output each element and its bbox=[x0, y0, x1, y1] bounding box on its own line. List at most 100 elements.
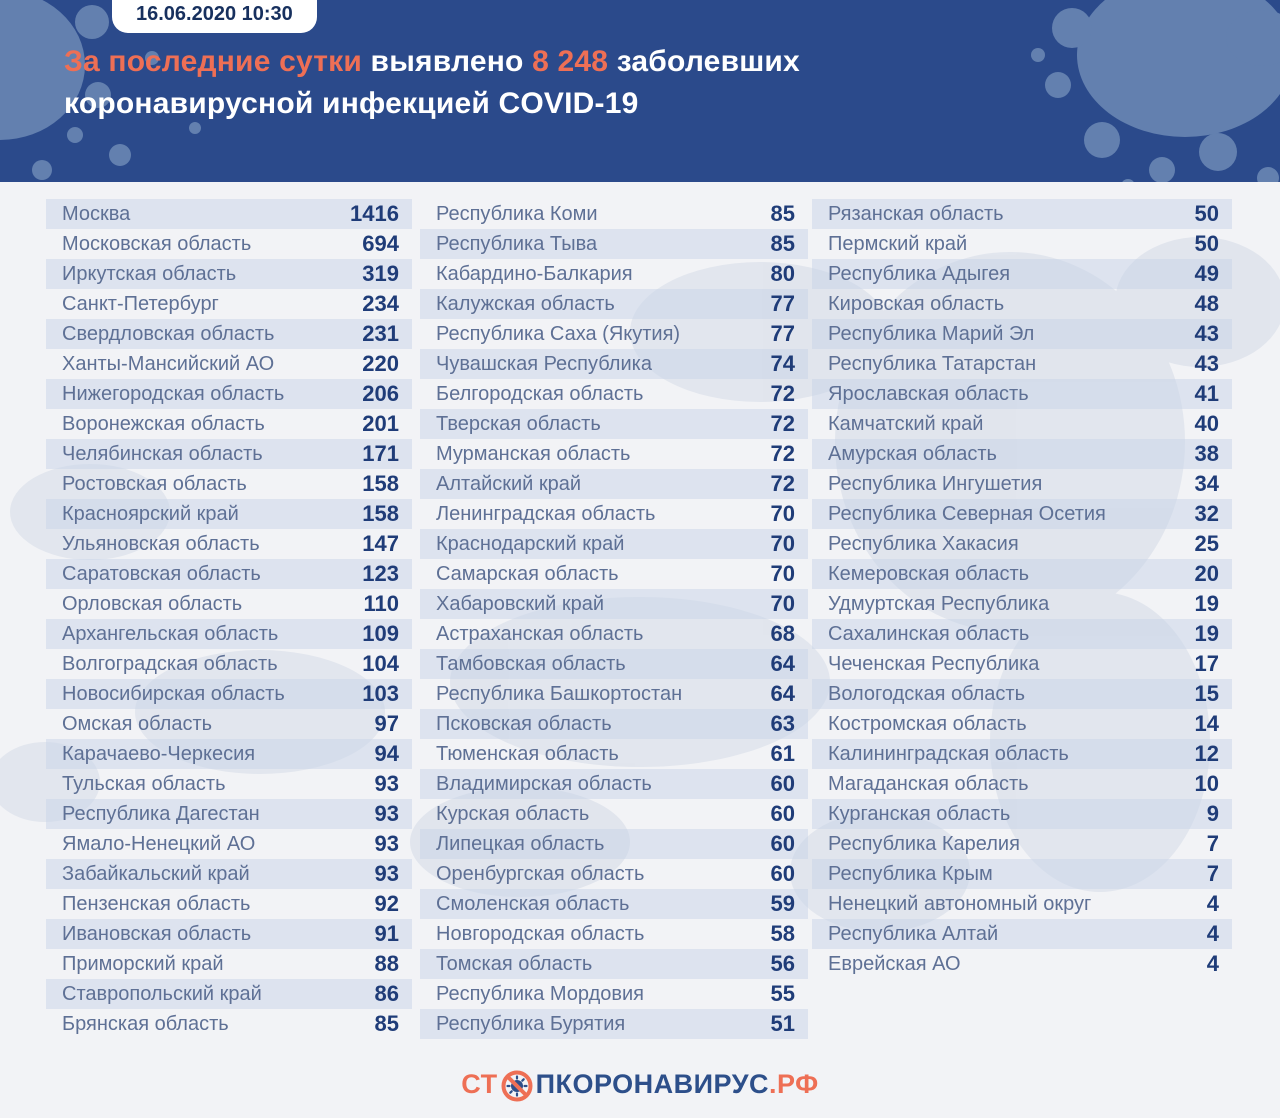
table-row: Смоленская область 59 bbox=[420, 889, 808, 919]
region-name: Чеченская Республика bbox=[828, 652, 1040, 675]
region-value: 4 bbox=[1206, 891, 1219, 916]
table-row: Краснодарский край 70 bbox=[420, 529, 808, 559]
logo-text-st: СТ bbox=[461, 1068, 498, 1099]
region-value: 109 bbox=[362, 621, 399, 646]
table-row: Ставропольский край 86 bbox=[46, 979, 412, 1009]
table-row: Иркутская область 319 bbox=[46, 259, 412, 289]
title-text-2: заболевших bbox=[608, 45, 800, 78]
region-name: Воронежская область bbox=[62, 412, 265, 435]
region-name: Республика Карелия bbox=[828, 832, 1020, 855]
region-name: Новосибирская область bbox=[62, 682, 285, 705]
table-row: Сахалинская область 19 bbox=[812, 619, 1232, 649]
region-value: 85 bbox=[770, 231, 795, 256]
table-row: Ярославская область 41 bbox=[812, 379, 1232, 409]
table-row: Алтайский край 72 bbox=[420, 469, 808, 499]
region-name: Пермский край bbox=[828, 232, 968, 255]
region-name: Курганская область bbox=[828, 802, 1011, 825]
region-name: Республика Алтай bbox=[828, 922, 999, 945]
table-row: Кабардино-Балкария 80 bbox=[420, 259, 808, 289]
virus-splatter-left-icon bbox=[0, 0, 201, 180]
region-name: Волгоградская область bbox=[62, 652, 278, 675]
region-value: 38 bbox=[1194, 441, 1219, 466]
region-value: 19 bbox=[1194, 591, 1219, 616]
table-row: Карачаево-Черкесия 94 bbox=[46, 739, 412, 769]
table-row: Ленинградская область 70 bbox=[420, 499, 808, 529]
table-row: Калининградская область 12 bbox=[812, 739, 1232, 769]
region-name: Республика Татарстан bbox=[828, 352, 1037, 375]
region-value: 91 bbox=[374, 921, 399, 946]
region-name: Калининградская область bbox=[828, 742, 1069, 765]
region-name: Рязанская область bbox=[828, 202, 1004, 225]
table-row: Мурманская область 72 bbox=[420, 439, 808, 469]
region-value: 58 bbox=[770, 921, 795, 946]
table-row: Липецкая область 60 bbox=[420, 829, 808, 859]
region-name: Республика Коми bbox=[436, 202, 598, 225]
region-value: 234 bbox=[362, 291, 399, 316]
region-value: 1416 bbox=[350, 201, 399, 226]
table-row: Тульская область 93 bbox=[46, 769, 412, 799]
region-value: 110 bbox=[363, 591, 400, 616]
region-value: 60 bbox=[770, 861, 795, 886]
region-value: 93 bbox=[374, 861, 399, 886]
region-name: Тверская область bbox=[436, 412, 601, 435]
region-value: 50 bbox=[1194, 231, 1219, 256]
region-value: 70 bbox=[770, 501, 795, 526]
region-value: 7 bbox=[1206, 831, 1219, 856]
region-value: 231 bbox=[362, 321, 399, 346]
stats-column-2: Республика Коми 85 Республика Тыва 85 Кабард… bbox=[420, 199, 808, 1039]
table-row: Кировская область 48 bbox=[812, 289, 1232, 319]
table-row: Ямало-Ненецкий АО 93 bbox=[46, 829, 412, 859]
region-value: 40 bbox=[1194, 411, 1219, 436]
table-row: Приморский край 88 bbox=[46, 949, 412, 979]
logo-text-main: ПКОРОНАВИРУС bbox=[535, 1068, 769, 1099]
region-name: Ивановская область bbox=[62, 922, 252, 945]
table-row: Нижегородская область 206 bbox=[46, 379, 412, 409]
region-value: 206 bbox=[362, 381, 399, 406]
table-row: Амурская область 38 bbox=[812, 439, 1232, 469]
region-name: Ярославская область bbox=[828, 382, 1029, 405]
table-row: Ханты-Мансийский АО 220 bbox=[46, 349, 412, 379]
region-value: 93 bbox=[374, 771, 399, 796]
region-value: 86 bbox=[374, 981, 399, 1006]
region-value: 25 bbox=[1194, 531, 1219, 556]
table-row: Ненецкий автономный округ 4 bbox=[812, 889, 1232, 919]
table-row: Орловская область 110 bbox=[46, 589, 412, 619]
table-row: Удмуртская Республика 19 bbox=[812, 589, 1232, 619]
region-name: Орловская область bbox=[62, 592, 243, 615]
table-row: Челябинская область 171 bbox=[46, 439, 412, 469]
table-row: Ивановская область 91 bbox=[46, 919, 412, 949]
region-name: Оренбургская область bbox=[436, 862, 645, 885]
region-name: Смоленская область bbox=[436, 892, 630, 915]
region-value: 201 bbox=[362, 411, 399, 436]
table-row: Ростовская область 158 bbox=[46, 469, 412, 499]
region-name: Кабардино-Балкария bbox=[436, 262, 633, 285]
table-row: Белгородская область 72 bbox=[420, 379, 808, 409]
region-value: 80 bbox=[770, 261, 795, 286]
region-name: Владимирская область bbox=[436, 772, 652, 795]
region-value: 70 bbox=[770, 561, 795, 586]
region-name: Республика Башкортостан bbox=[436, 682, 683, 705]
table-row: Саратовская область 123 bbox=[46, 559, 412, 589]
table-row: Псковская область 63 bbox=[420, 709, 808, 739]
region-name: Курская область bbox=[436, 802, 590, 825]
table-row: Хабаровский край 70 bbox=[420, 589, 808, 619]
table-row: Омская область 97 bbox=[46, 709, 412, 739]
date-badge: 16.06.2020 10:30 bbox=[112, 0, 317, 33]
region-name: Удмуртская Республика bbox=[828, 592, 1050, 615]
region-value: 72 bbox=[770, 381, 795, 406]
table-row: Республика Ингушетия 34 bbox=[812, 469, 1232, 499]
title-count: 8 248 bbox=[532, 45, 609, 78]
region-value: 94 bbox=[374, 741, 399, 766]
region-value: 72 bbox=[770, 471, 795, 496]
region-name: Санкт-Петербург bbox=[62, 292, 219, 315]
region-value: 64 bbox=[770, 681, 795, 706]
region-value: 51 bbox=[770, 1011, 795, 1036]
region-value: 12 bbox=[1194, 741, 1219, 766]
region-value: 34 bbox=[1194, 471, 1219, 496]
region-value: 17 bbox=[1194, 651, 1219, 676]
table-row: Республика Мордовия 55 bbox=[420, 979, 808, 1009]
region-value: 61 bbox=[770, 741, 795, 766]
table-row: Санкт-Петербург 234 bbox=[46, 289, 412, 319]
region-value: 60 bbox=[770, 801, 795, 826]
region-value: 41 bbox=[1194, 381, 1219, 406]
